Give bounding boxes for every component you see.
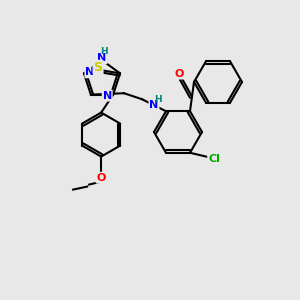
Text: S: S [94,61,103,74]
Text: N: N [85,67,94,77]
Text: N: N [98,53,106,63]
Text: O: O [97,172,106,183]
Text: Cl: Cl [208,154,220,164]
Text: N: N [103,91,112,100]
Text: H: H [100,47,108,56]
Text: H: H [154,95,162,104]
Text: O: O [174,69,184,79]
Text: N: N [149,100,159,110]
